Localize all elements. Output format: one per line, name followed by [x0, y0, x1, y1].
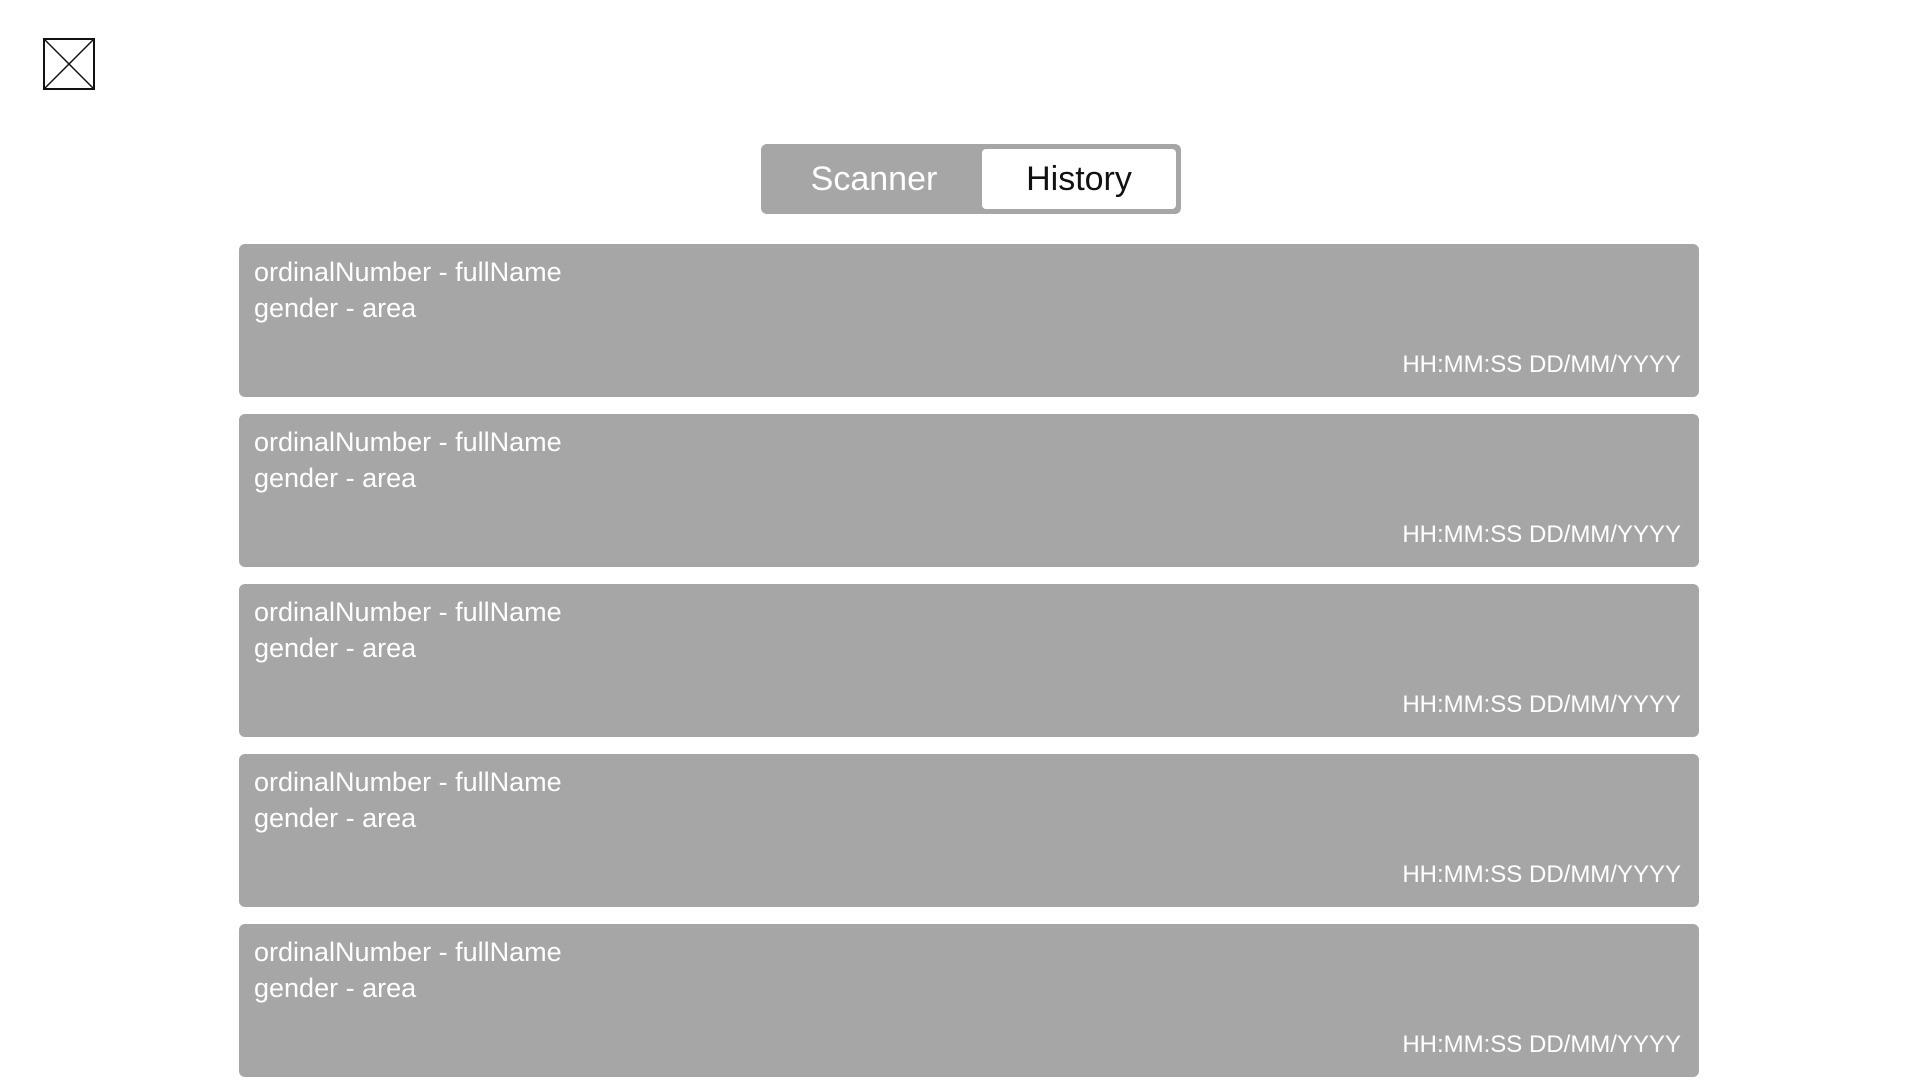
- item-subtitle: gender - area: [254, 803, 417, 833]
- item-title: ordinalNumber - fullName: [254, 767, 562, 797]
- close-icon[interactable]: [43, 38, 95, 90]
- tab-scanner[interactable]: Scanner: [810, 159, 938, 198]
- item-timestamp: HH:MM:SS DD/MM/YYYY: [1402, 521, 1681, 548]
- item-title: ordinalNumber - fullName: [254, 937, 562, 967]
- item-title: ordinalNumber - fullName: [254, 427, 562, 457]
- item-timestamp: HH:MM:SS DD/MM/YYYY: [1402, 1031, 1681, 1058]
- item-subtitle: gender - area: [254, 293, 417, 323]
- list-item[interactable]: ordinalNumber - fullName gender - area H…: [239, 754, 1699, 907]
- list-item[interactable]: ordinalNumber - fullName gender - area H…: [239, 244, 1699, 397]
- item-timestamp: HH:MM:SS DD/MM/YYYY: [1402, 351, 1681, 378]
- item-timestamp: HH:MM:SS DD/MM/YYYY: [1402, 691, 1681, 718]
- tab-bar: Scanner History: [761, 144, 1181, 214]
- item-title: ordinalNumber - fullName: [254, 257, 562, 287]
- item-subtitle: gender - area: [254, 633, 417, 663]
- list-item[interactable]: ordinalNumber - fullName gender - area H…: [239, 414, 1699, 567]
- item-timestamp: HH:MM:SS DD/MM/YYYY: [1402, 861, 1681, 888]
- list-item[interactable]: ordinalNumber - fullName gender - area H…: [239, 924, 1699, 1077]
- tab-history[interactable]: History: [982, 149, 1176, 209]
- item-title: ordinalNumber - fullName: [254, 597, 562, 627]
- list-item[interactable]: ordinalNumber - fullName gender - area H…: [239, 584, 1699, 737]
- item-subtitle: gender - area: [254, 973, 417, 1003]
- history-list: ordinalNumber - fullName gender - area H…: [239, 244, 1699, 1077]
- item-subtitle: gender - area: [254, 463, 417, 493]
